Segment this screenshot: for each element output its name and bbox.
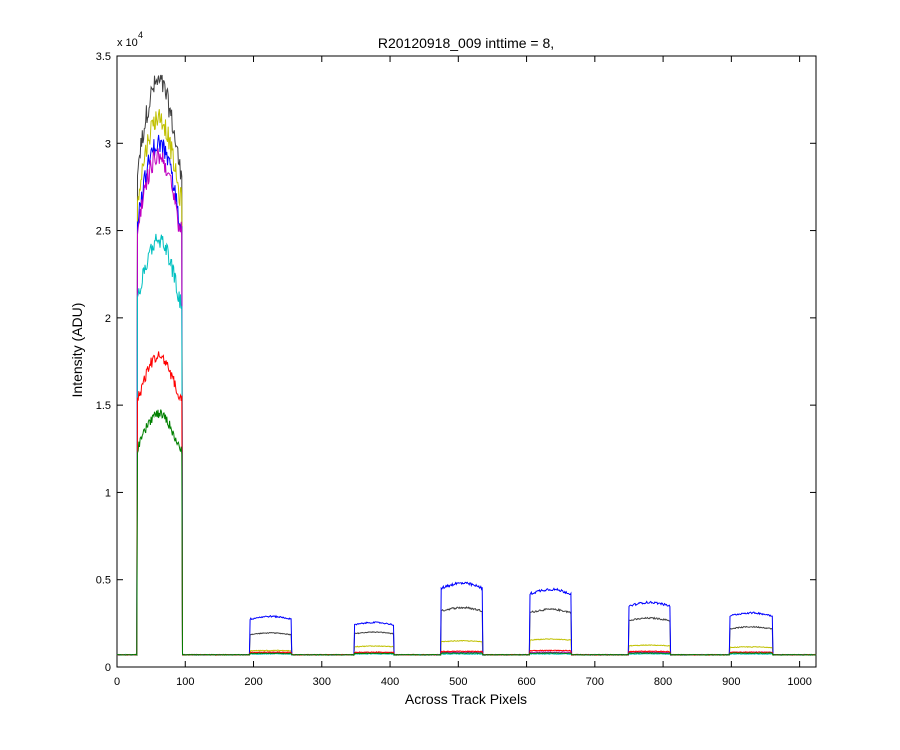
x-tick-label: 300 <box>313 676 331 688</box>
x-axis-label: Across Track Pixels <box>405 691 527 707</box>
y-tick-label: 1 <box>105 487 111 499</box>
x-tick-label: 600 <box>517 676 535 688</box>
y-tick-label: 3.5 <box>96 51 111 63</box>
x-tick-label: 800 <box>654 676 672 688</box>
y-tick-label: 0.5 <box>96 575 111 587</box>
y-exponent-power: 4 <box>138 30 143 40</box>
x-tick-label: 1000 <box>787 676 811 688</box>
chart-title: R20120918_009 inttime = 8, <box>378 35 554 51</box>
series-line-6 <box>116 409 817 657</box>
x-tick-label: 0 <box>114 676 120 688</box>
x-tick-label: 500 <box>449 676 467 688</box>
series-layer <box>116 74 817 657</box>
x-tick-label: 400 <box>381 676 399 688</box>
x-tick-label: 700 <box>586 676 604 688</box>
x-tick-label: 100 <box>176 676 194 688</box>
plot-area <box>116 55 817 668</box>
y-tick-label: 2 <box>105 313 111 325</box>
y-tick-label: 0 <box>105 662 111 674</box>
x-tick-label: 200 <box>244 676 262 688</box>
y-exponent-label: x 10 <box>117 37 138 49</box>
y-axis-label: Intensity (ADU) <box>69 303 85 398</box>
x-tick-label: 900 <box>722 676 740 688</box>
y-tick-label: 1.5 <box>96 400 111 412</box>
y-tick-label: 2.5 <box>96 226 111 238</box>
tick-layer: 0 100 200 300 400 500 600 700 800 900 1000 0 0.5 1 1.5… <box>96 51 816 688</box>
y-tick-label: 3 <box>105 138 111 150</box>
